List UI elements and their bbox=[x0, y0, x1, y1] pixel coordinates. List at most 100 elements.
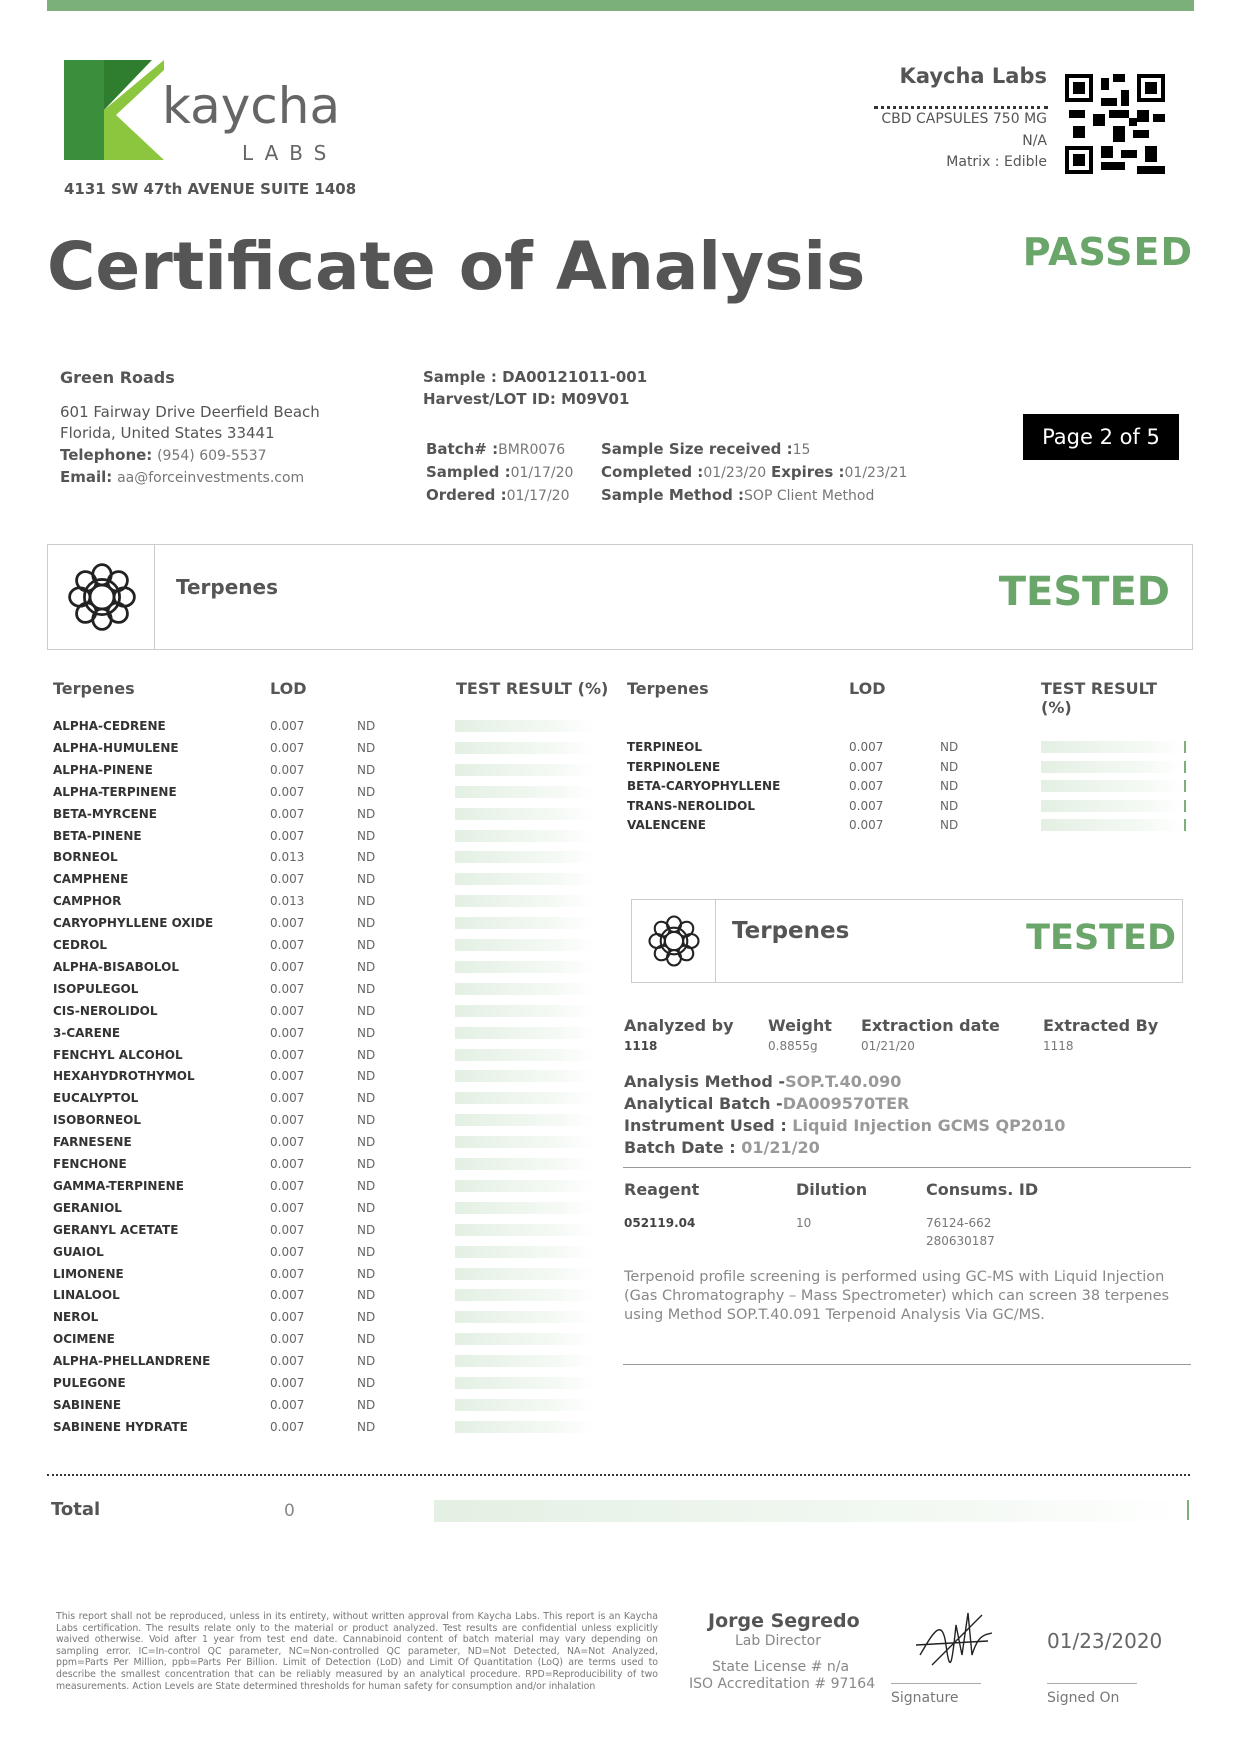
section-header: Terpenes TESTED bbox=[47, 544, 1193, 650]
terpene-lod: 0.007 bbox=[849, 798, 884, 813]
batch: Batch# :BMR0076 bbox=[426, 440, 566, 458]
result-bar bbox=[455, 1179, 595, 1192]
terpene-lod: 0.007 bbox=[270, 1157, 305, 1171]
result-bar bbox=[1041, 819, 1184, 832]
terpene-result: ND bbox=[357, 1003, 376, 1018]
terpene-lod: 0.007 bbox=[270, 1069, 305, 1084]
terpene-lod: 0.013 bbox=[270, 850, 305, 865]
total-bar-end bbox=[1187, 1500, 1189, 1520]
terpene-name: BETA-CARYOPHYLLENE bbox=[627, 779, 781, 794]
terpene-lod: 0.007 bbox=[270, 1288, 305, 1303]
sampled: Sampled :01/17/20 bbox=[426, 463, 574, 481]
result-bar bbox=[455, 1070, 595, 1083]
terpene-result: ND bbox=[357, 1288, 376, 1303]
client-address1: 601 Fairway Drive Deerfield Beach bbox=[60, 403, 320, 421]
analyzed-by-label: Analyzed by bbox=[624, 1016, 734, 1035]
result-bar bbox=[455, 939, 595, 951]
result-bar bbox=[455, 1333, 595, 1346]
disclaimer: This report shall not be reproduced, unl… bbox=[56, 1611, 658, 1692]
terpene-lod: 0.007 bbox=[270, 1113, 305, 1128]
terpene-lod: 0.007 bbox=[270, 959, 305, 974]
passed-status: PASSED bbox=[1022, 230, 1193, 274]
analyzed-by: 1118 bbox=[624, 1039, 658, 1053]
result-bar bbox=[455, 1311, 595, 1324]
terpene-name: GERANIOL bbox=[53, 1200, 122, 1215]
terpene-name: TERPINOLENE bbox=[627, 759, 721, 774]
flower-icon bbox=[648, 915, 700, 967]
result-bar-end bbox=[1184, 780, 1186, 793]
terpene-name: ALPHA-TERPINENE bbox=[53, 784, 177, 799]
terpene-name: VALENCENE bbox=[627, 818, 706, 833]
result-bar bbox=[455, 1136, 595, 1149]
result-bar bbox=[455, 1377, 595, 1389]
svg-text:kaycha: kaycha bbox=[162, 77, 340, 135]
terpene-result: ND bbox=[357, 1113, 376, 1128]
terpene-lod: 0.007 bbox=[270, 1047, 305, 1062]
terpene-name: CEDROL bbox=[53, 938, 108, 952]
signature-label: Signature bbox=[891, 1690, 959, 1706]
terpene-name: BETA-PINENE bbox=[53, 828, 142, 843]
terpene-lod: 0.007 bbox=[849, 779, 884, 794]
top-accent-bar bbox=[47, 0, 1194, 11]
terpene-result: ND bbox=[357, 916, 376, 931]
terpene-result: ND bbox=[357, 938, 376, 952]
result-bar bbox=[455, 1092, 595, 1105]
terpene-result: ND bbox=[357, 828, 376, 843]
client-name: Green Roads bbox=[60, 368, 175, 387]
result-bar bbox=[455, 917, 595, 930]
terpene-result: ND bbox=[357, 1157, 376, 1171]
terpene-lod: 0.007 bbox=[270, 1135, 305, 1150]
terpene-name: GAMMA-TERPINENE bbox=[53, 1178, 184, 1193]
result-bar bbox=[455, 785, 595, 798]
sample-method: Sample Method :SOP Client Method bbox=[601, 486, 875, 504]
terpene-name: ALPHA-PHELLANDRENE bbox=[53, 1354, 211, 1369]
terpene-lod: 0.007 bbox=[849, 759, 884, 774]
result-bar bbox=[455, 851, 595, 864]
terpene-lod: 0.007 bbox=[270, 1222, 305, 1237]
section-header-secondary: Terpenes TESTED bbox=[631, 899, 1183, 983]
dilution: 10 bbox=[796, 1216, 812, 1230]
result-bar bbox=[1041, 741, 1184, 753]
signature-image bbox=[915, 1612, 993, 1666]
terpene-result: ND bbox=[940, 740, 959, 754]
terpene-result: ND bbox=[357, 894, 376, 909]
col-name-right: Terpenes bbox=[627, 679, 709, 698]
total-value: 0 bbox=[284, 1501, 295, 1521]
terpene-result: ND bbox=[357, 1025, 376, 1040]
dilution-label: Dilution bbox=[796, 1180, 868, 1199]
result-bar bbox=[455, 1289, 595, 1302]
terpene-result: ND bbox=[357, 1135, 376, 1150]
terpene-lod: 0.007 bbox=[270, 1310, 305, 1325]
terpene-result: ND bbox=[940, 798, 959, 813]
signed-date: 01/23/2020 bbox=[1047, 1629, 1163, 1653]
extraction-date-label: Extraction date bbox=[861, 1016, 1000, 1035]
terpene-lod: 0.007 bbox=[270, 762, 305, 777]
instrument-used: Instrument Used : Liquid Injection GCMS … bbox=[624, 1116, 1066, 1135]
consums-id-1: 76124-662 bbox=[926, 1216, 992, 1230]
terpene-result: ND bbox=[357, 784, 376, 799]
lot-id: Harvest/LOT ID: M09V01 bbox=[423, 390, 630, 408]
sample-id: Sample : DA00121011-001 bbox=[423, 368, 648, 386]
terpene-name: ISOPULEGOL bbox=[53, 981, 139, 996]
terpene-result: ND bbox=[357, 1310, 376, 1325]
lab-name: Kaycha Labs bbox=[899, 64, 1047, 88]
result-bar bbox=[455, 982, 595, 995]
terpene-name: TERPINEOL bbox=[627, 740, 702, 754]
section-status: TESTED bbox=[998, 569, 1170, 615]
qr-code bbox=[1065, 74, 1165, 174]
terpene-lod: 0.007 bbox=[270, 1397, 305, 1412]
flower-icon bbox=[68, 563, 136, 631]
terpene-name: ISOBORNEOL bbox=[53, 1113, 141, 1128]
terpene-lod: 0.007 bbox=[270, 806, 305, 821]
signer-name: Jorge Segredo bbox=[708, 1610, 860, 1632]
terpene-lod: 0.007 bbox=[270, 981, 305, 996]
terpene-name: ALPHA-PINENE bbox=[53, 762, 153, 777]
terpene-result: ND bbox=[357, 959, 376, 974]
kaycha-logo: kaycha LABS bbox=[64, 60, 340, 165]
result-bar bbox=[455, 720, 595, 732]
lab-address: 4131 SW 47th AVENUE SUITE 1408 bbox=[64, 180, 357, 198]
result-bar bbox=[455, 1048, 595, 1061]
terpene-result: ND bbox=[940, 779, 959, 794]
terpene-result: ND bbox=[357, 806, 376, 821]
terpene-name: 3-CARENE bbox=[53, 1025, 121, 1040]
